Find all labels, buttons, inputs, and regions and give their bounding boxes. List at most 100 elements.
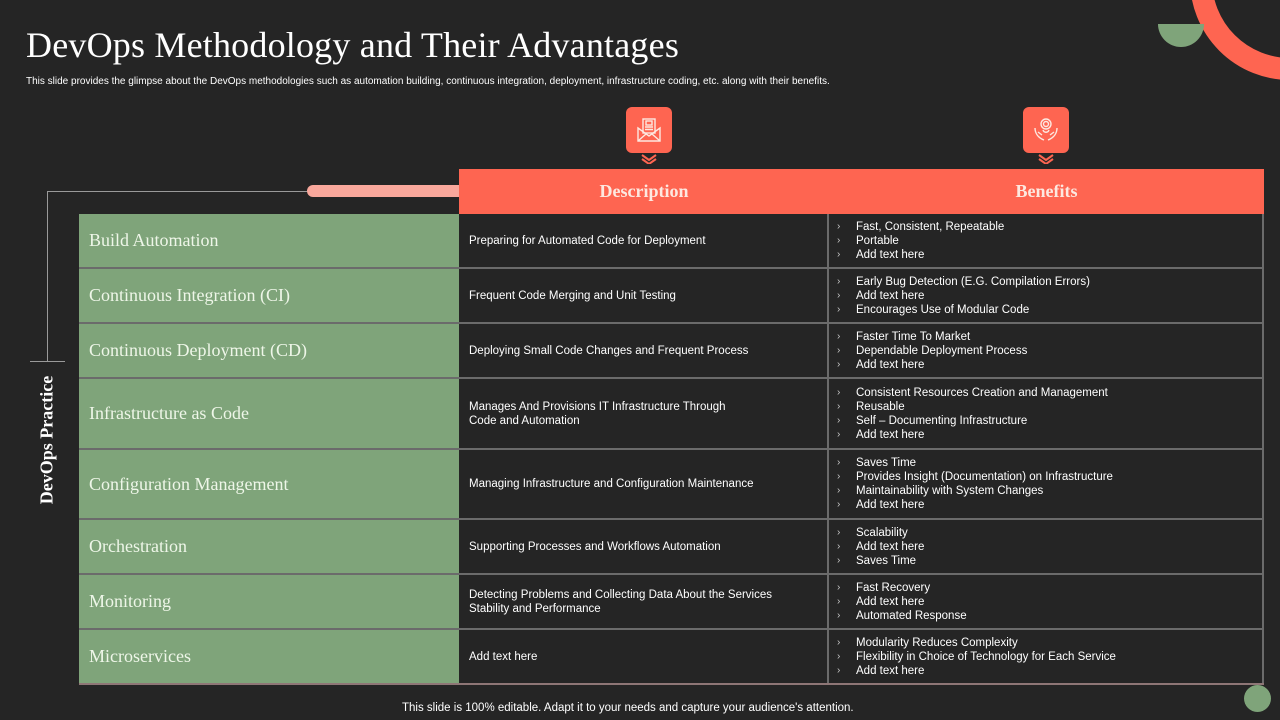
chevron-right-icon: ›: [837, 248, 841, 260]
benefit-text: Encourages Use of Modular Code: [856, 303, 1030, 316]
benefit-text: Saves Time: [856, 554, 917, 567]
chevron-right-icon: ›: [837, 234, 841, 246]
benefit-text: Scalability: [856, 526, 908, 539]
benefit-item: › Self – Documenting Infrastructure: [837, 414, 1262, 428]
benefit-text: Fast, Consistent, Repeatable: [856, 220, 1005, 233]
practice-description: Detecting Problems and Collecting Data A…: [459, 575, 829, 628]
practice-benefits: › Faster Time To Market › Dependable Deploy…: [829, 324, 1264, 377]
table-header: Description Benefits: [459, 169, 1264, 214]
benefit-text: Add text here: [856, 289, 925, 302]
benefit-item: › Add text here: [837, 595, 1262, 609]
benefit-item: › Maintainability with System Changes: [837, 484, 1262, 498]
benefit-item: › Add text here: [837, 498, 1262, 512]
footer-note: This slide is 100% editable. Adapt it to…: [402, 702, 854, 714]
benefit-item: › Encourages Use of Modular Code: [837, 303, 1262, 317]
benefit-text: Self – Documenting Infrastructure: [856, 414, 1028, 427]
table-row: Orchestration Supporting Processes and Wo…: [79, 520, 1264, 575]
practice-benefits: › Fast Recovery › Add text here › Automated R…: [829, 575, 1264, 628]
benefit-text: Add text here: [856, 358, 925, 371]
chevron-right-icon: ›: [837, 471, 841, 482]
practice-description: Add text here: [459, 630, 829, 683]
chevron-right-icon: ›: [837, 540, 841, 552]
benefit-text: Portable: [856, 234, 899, 247]
chevron-right-icon: ›: [837, 609, 841, 621]
benefit-item: › Fast, Consistent, Repeatable: [837, 220, 1262, 234]
table-row: Microservices Add text here › Modularity Re…: [79, 630, 1264, 685]
chevron-right-icon: ›: [837, 526, 841, 538]
decorative-ring: [1190, 0, 1280, 80]
chevron-down-icon: [1038, 154, 1054, 164]
benefit-item: › Add text here: [837, 358, 1262, 372]
chevron-right-icon: ›: [837, 344, 841, 356]
chevron-right-icon: ›: [837, 386, 841, 398]
benefit-text: Add text here: [856, 248, 925, 261]
benefit-item: › Flexibility in Choice of Technology for…: [837, 650, 1262, 664]
benefit-text: Dependable Deployment Process: [856, 344, 1028, 357]
benefit-text: Flexibility in Choice of Technology for …: [856, 650, 1116, 663]
chevron-right-icon: ›: [837, 595, 841, 607]
chevron-right-icon: ›: [837, 414, 841, 426]
bracket-line: [47, 191, 317, 192]
benefit-text: Fast Recovery: [856, 581, 931, 594]
practice-name: Continuous Deployment (CD): [79, 324, 459, 377]
chevron-right-icon: ›: [837, 581, 841, 593]
chevron-right-icon: ›: [837, 457, 841, 468]
chevron-right-icon: ›: [837, 650, 841, 662]
chevron-right-icon: ›: [837, 330, 841, 342]
practice-benefits: › Saves Time › Provides Insight (Documentat…: [829, 450, 1264, 518]
practice-name: Build Automation: [79, 214, 459, 267]
chevron-down-icon: [641, 154, 657, 164]
benefit-text: Automated Response: [856, 609, 967, 622]
benefit-item: › Automated Response: [837, 609, 1262, 623]
practice-name: Configuration Management: [79, 450, 459, 518]
decorative-dot: [1244, 685, 1271, 712]
benefit-item: › Saves Time: [837, 554, 1262, 568]
benefit-item: › Fast Recovery: [837, 581, 1262, 595]
page-subtitle: This slide provides the glimpse about th…: [26, 76, 830, 87]
practice-name: Microservices: [79, 630, 459, 683]
benefit-text: Add text here: [856, 428, 925, 441]
practice-name: Orchestration: [79, 520, 459, 573]
benefit-item: › Add text here: [837, 540, 1262, 554]
chevron-right-icon: ›: [837, 499, 841, 510]
bracket-line: [47, 191, 48, 361]
benefit-item: › Portable: [837, 234, 1262, 248]
chevron-right-icon: ›: [837, 275, 841, 287]
practice-name: Infrastructure as Code: [79, 379, 459, 448]
practice-description: Manages And Provisions IT Infrastructure…: [459, 379, 829, 448]
chevron-right-icon: ›: [837, 485, 841, 496]
benefit-item: › Add text here: [837, 664, 1262, 678]
benefit-item: › Faster Time To Market: [837, 330, 1262, 344]
practice-name: Monitoring: [79, 575, 459, 628]
benefit-text: Add text here: [856, 664, 925, 677]
chevron-right-icon: ›: [837, 428, 841, 440]
practice-benefits: › Fast, Consistent, Repeatable › Portable › A…: [829, 214, 1264, 267]
page-title: DevOps Methodology and Their Advantages: [26, 25, 680, 65]
benefit-item: › Scalability: [837, 526, 1262, 540]
benefit-item: › Provides Insight (Documentation) on Inf…: [837, 470, 1262, 484]
header-description: Description: [599, 181, 689, 201]
practice-description: Deploying Small Code Changes and Frequen…: [459, 324, 829, 377]
chevron-right-icon: ›: [837, 289, 841, 301]
benefit-text: Add text here: [856, 540, 925, 553]
decorative-half-circle: [1158, 24, 1204, 47]
table-row: Monitoring Detecting Problems and Collect…: [79, 575, 1264, 630]
benefit-text: Provides Insight (Documentation) on Infr…: [856, 471, 1113, 483]
bracket-line: [30, 361, 65, 362]
benefit-item: › Add text here: [837, 248, 1262, 262]
table-row: Configuration Management Managing Infrast…: [79, 450, 1264, 520]
benefit-text: Reusable: [856, 400, 905, 413]
benefit-item: › Saves Time: [837, 456, 1262, 470]
table-row: Continuous Integration (CI) Frequent Code…: [79, 269, 1264, 324]
benefit-text: Add text here: [856, 595, 925, 608]
practice-description: Frequent Code Merging and Unit Testing: [459, 269, 829, 322]
benefit-item: › Add text here: [837, 428, 1262, 442]
practice-description: Managing Infrastructure and Configuratio…: [459, 450, 829, 518]
practice-description: Preparing for Automated Code for Deploym…: [459, 214, 829, 267]
practice-benefits: › Scalability › Add text here › Saves Time: [829, 520, 1264, 573]
table-row: Infrastructure as Code Manages And Provis…: [79, 379, 1264, 450]
benefit-text: Add text here: [856, 499, 925, 511]
benefit-text: Saves Time: [856, 457, 917, 469]
chevron-right-icon: ›: [837, 358, 841, 370]
practice-benefits: › Modularity Reduces Complexity › Flexibili…: [829, 630, 1264, 683]
